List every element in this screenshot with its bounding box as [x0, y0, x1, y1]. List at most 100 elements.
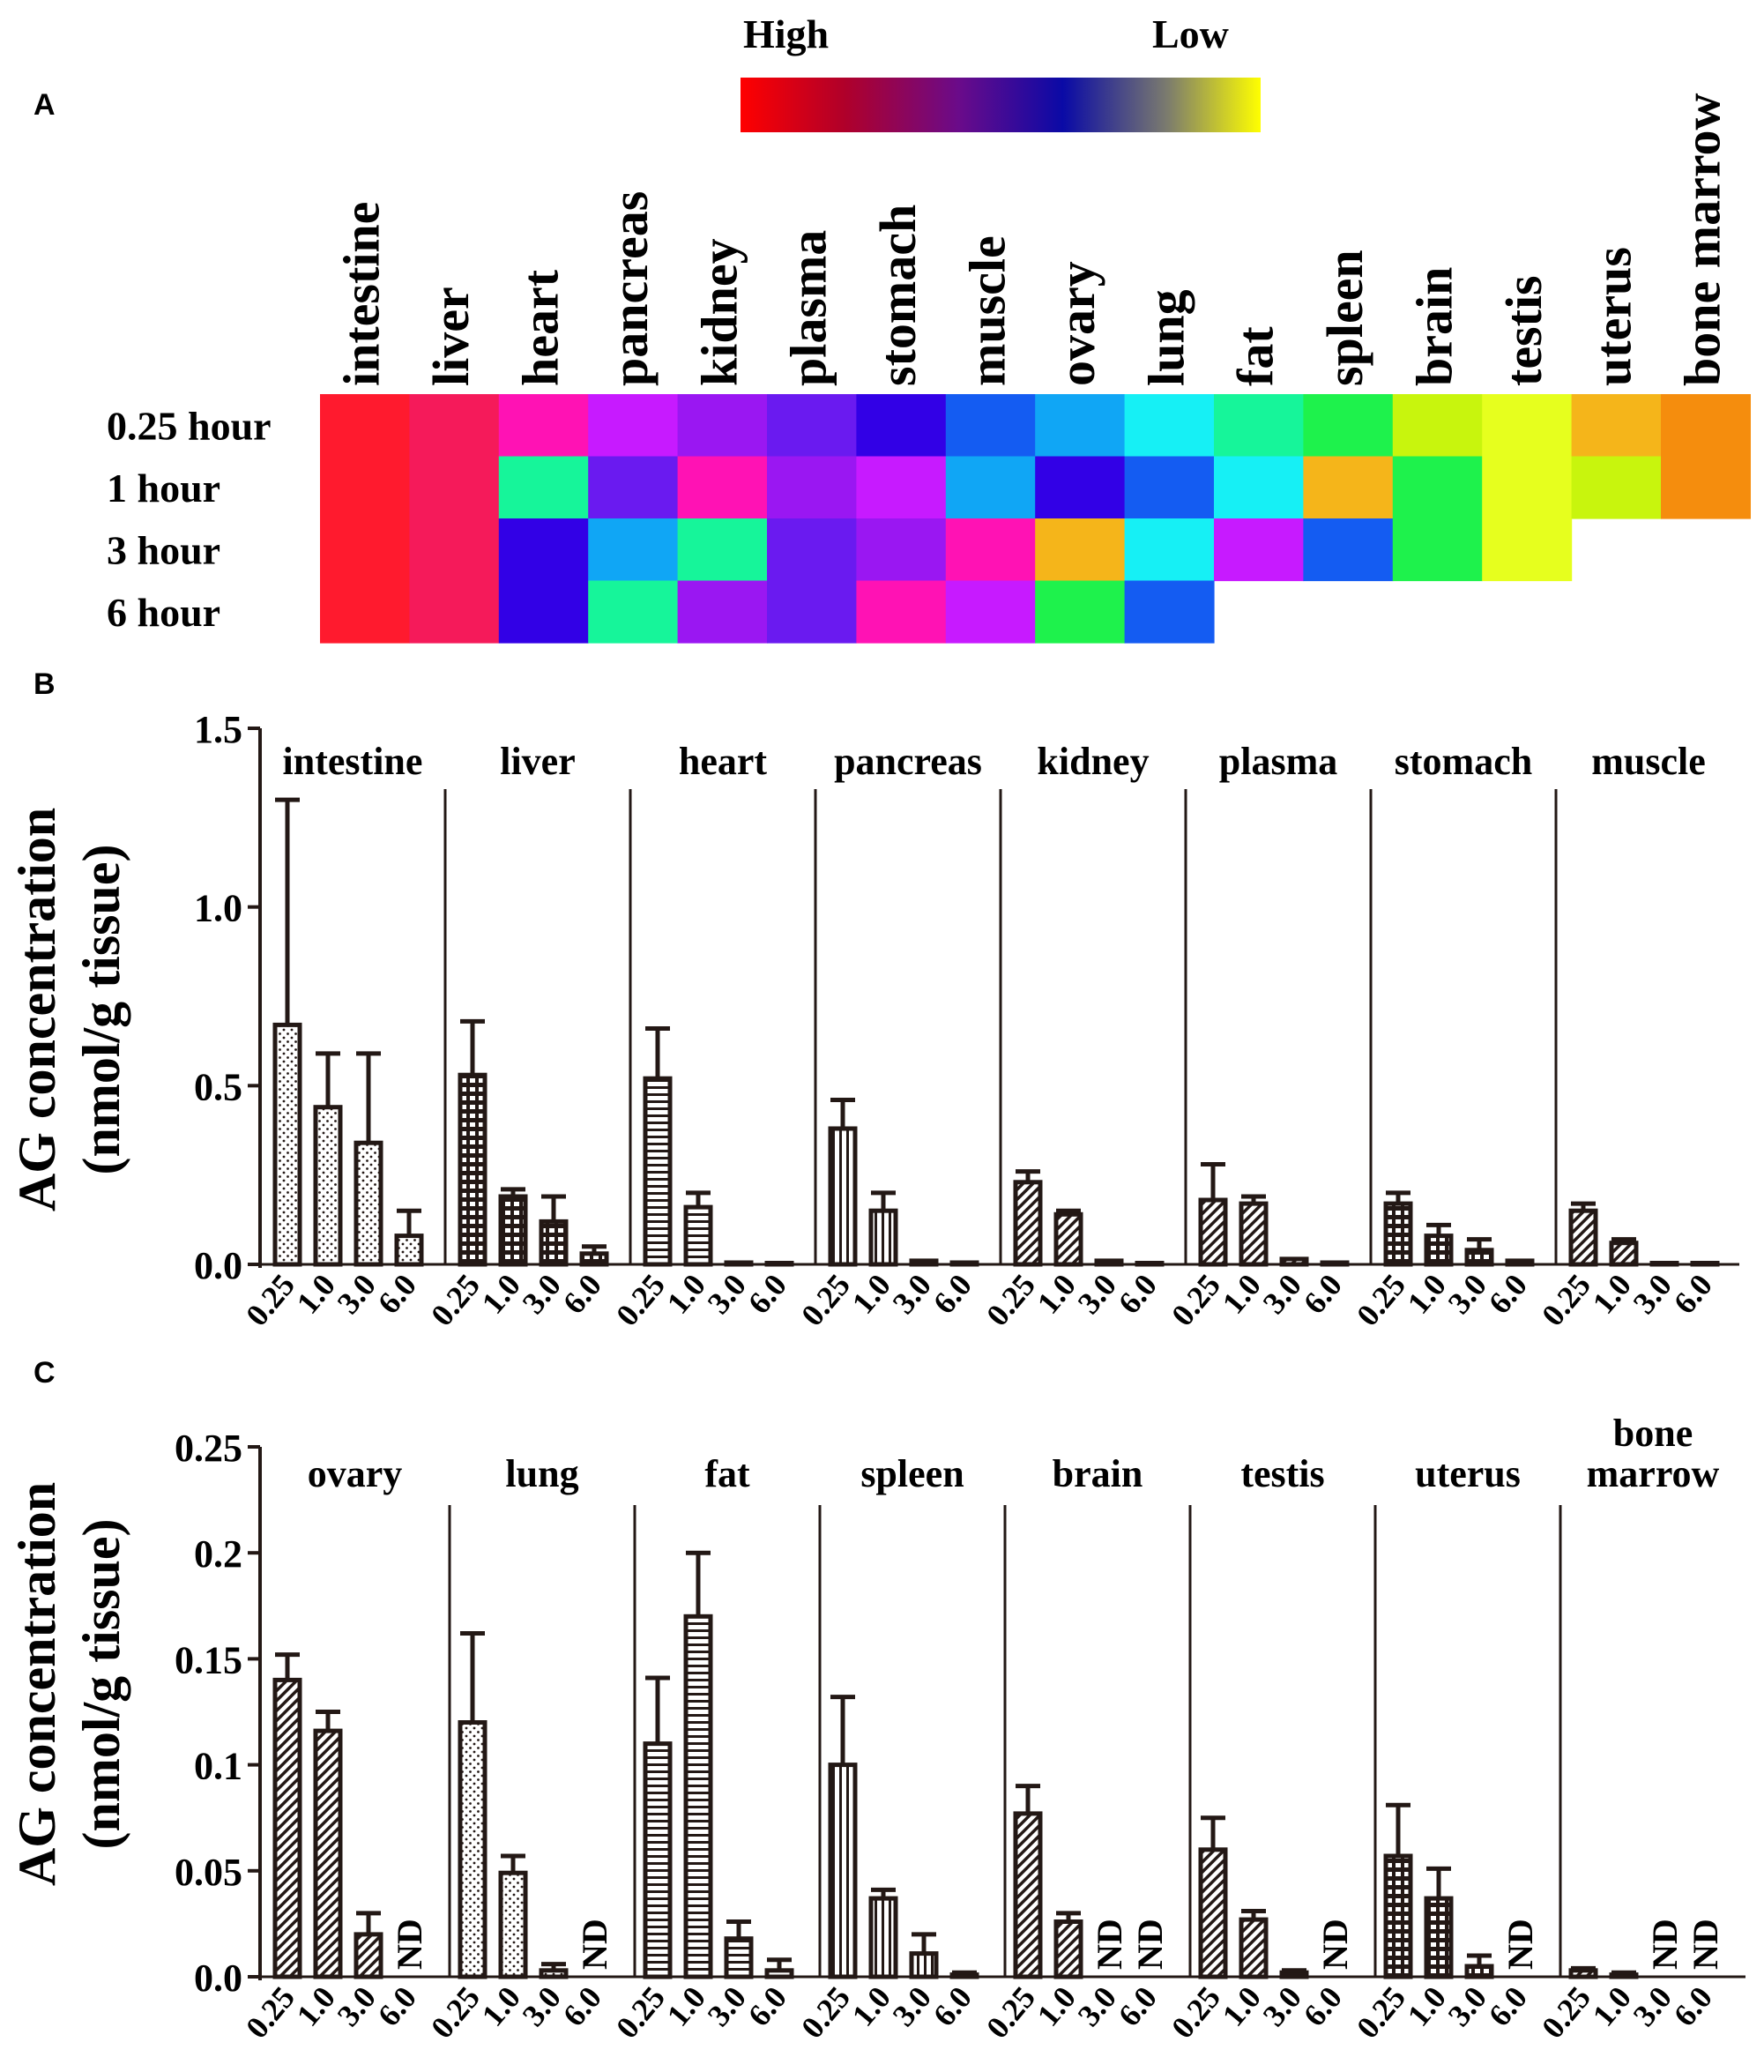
- heatmap-cell-1-hour-liver: [409, 456, 500, 519]
- bar-stomach-1_0: [1424, 1234, 1454, 1267]
- nd-label-testis-6_0: ND: [1315, 1919, 1355, 1970]
- heatmap-column-label-muscle: muscle: [959, 235, 1016, 386]
- bar-spleen-1_0: [868, 1896, 898, 1979]
- x-tick-label-lung-6_0: 6.0: [556, 1979, 609, 2032]
- heatmap-cell-1-hour-heart: [498, 456, 589, 519]
- heatmap-cell-3-hour-fat: [1214, 518, 1304, 582]
- heatmap-cell-1-hour-ovary: [1035, 456, 1126, 519]
- y-axis-title-b: AG concentration: [8, 808, 66, 1211]
- heatmap-column-label-pancreas: pancreas: [601, 191, 659, 386]
- bar-muscle-6_0: [1690, 1261, 1720, 1267]
- x-tick-label-uterus-6_0: 6.0: [1482, 1979, 1535, 2032]
- bar-intestine-0_25: [272, 1022, 302, 1267]
- heatmap-cell-0_25-hour-plasma: [767, 394, 857, 458]
- group-label-muscle: muscle: [1591, 740, 1706, 783]
- heatmap-cell-0_25-hour-pancreas: [588, 394, 679, 458]
- heatmap-cell-0_25-hour-brain: [1392, 394, 1483, 458]
- heatmap-cell-1-hour-plasma: [767, 456, 857, 519]
- y-tick-label-0_1: 0.1: [194, 1745, 242, 1788]
- group-label-bone-marrow: marrow: [1587, 1452, 1720, 1495]
- bar-stomach-6_0: [1505, 1258, 1535, 1267]
- bar-uterus-1_0: [1424, 1896, 1454, 1979]
- bar-heart-6_0: [764, 1261, 794, 1267]
- heatmap-cell-6-hour-intestine: [320, 580, 410, 644]
- x-tick-label-ovary-6_0: 6.0: [371, 1979, 424, 2032]
- panel-label-b: B: [33, 667, 56, 701]
- heatmap-cell-1-hour-uterus: [1571, 456, 1662, 519]
- group-label-ovary: ovary: [308, 1452, 403, 1495]
- heatmap-cell-0_25-hour-lung: [1124, 394, 1215, 458]
- bar-muscle-1_0: [1609, 1241, 1639, 1267]
- heatmap-cell-6-hour-stomach: [856, 580, 947, 644]
- bar-lung-0_25: [458, 1720, 488, 1979]
- y-tick-label-0_15: 0.15: [175, 1638, 242, 1681]
- group-label-spleen: spleen: [860, 1452, 964, 1495]
- heatmap-cell-1-hour-lung: [1124, 456, 1215, 519]
- heatmap-cell-0_25-hour-liver: [409, 394, 500, 458]
- bar-pancreas-1_0: [868, 1208, 898, 1267]
- x-tick-label-kidney-6_0: 6.0: [1112, 1267, 1165, 1320]
- bar-plasma-0_25: [1198, 1197, 1228, 1267]
- heatmap-cell-6-hour-muscle: [945, 580, 1036, 644]
- heatmap-cell-1-hour-testis: [1482, 456, 1573, 519]
- y-tick-label-0_2: 0.2: [194, 1532, 242, 1576]
- bar-brain-0_25: [1013, 1811, 1043, 1979]
- x-tick-label-pancreas-6_0: 6.0: [927, 1267, 979, 1320]
- bar-ovary-0_25: [272, 1677, 302, 1979]
- heatmap-cell-3-hour-brain: [1392, 518, 1483, 582]
- heatmap-cell-3-hour-heart: [498, 518, 589, 582]
- group-label-heart: heart: [679, 740, 768, 783]
- bar-bone-marrow-1_0: [1609, 1972, 1639, 1979]
- heatmap-cell-0_25-hour-bone-marrow: [1661, 394, 1751, 458]
- heatmap-cell-3-hour-ovary: [1035, 518, 1126, 582]
- bar-chart-c: AG concentration (nmol/g tissue) 0.0 0.05…: [8, 1412, 1745, 2045]
- heatmap-cell-0_25-hour-testis: [1482, 394, 1573, 458]
- bar-pancreas-3_0: [909, 1258, 939, 1267]
- bar-ovary-3_0: [354, 1932, 383, 1979]
- y-tick-label-0_0: 0.0: [194, 1956, 242, 2000]
- group-label-uterus: uterus: [1415, 1452, 1521, 1495]
- heatmap-column-label-fat: fat: [1227, 326, 1284, 386]
- group-label-fat: fat: [704, 1452, 750, 1495]
- x-tick-label-spleen-6_0: 6.0: [927, 1979, 979, 2032]
- heatmap-column-label-liver: liver: [422, 287, 480, 386]
- heatmap-cell-1-hour-kidney: [677, 456, 768, 519]
- heatmap-cell-1-hour-fat: [1214, 456, 1304, 519]
- bar-chart-b: AG concentration (nmol/g tissue) 0.0 0.5 1…: [8, 708, 1739, 1332]
- y-tick-label-0_0: 0.0: [194, 1244, 242, 1287]
- heatmap-cell-0_25-hour-heart: [498, 394, 589, 458]
- x-tick-label-stomach-6_0: 6.0: [1482, 1267, 1535, 1320]
- heatmap-cell-0_25-hour-fat: [1214, 394, 1304, 458]
- heatmap-row-label-3-hour: 3 hour: [107, 527, 220, 572]
- heatmap-cell-1-hour-brain: [1392, 456, 1483, 519]
- heatmap-column-label-ovary: ovary: [1048, 261, 1105, 386]
- bar-heart-1_0: [683, 1204, 713, 1267]
- heatmap-cell-0_25-hour-intestine: [320, 394, 410, 458]
- bar-bone-marrow-0_25: [1568, 1968, 1598, 1979]
- y-tick-label-1_0: 1.0: [194, 887, 242, 930]
- heatmap-cell-1-hour-stomach: [856, 456, 947, 519]
- heatmap-cell-3-hour-testis: [1482, 518, 1573, 582]
- heatmap-cell-3-hour-spleen: [1303, 518, 1394, 582]
- bar-uterus-3_0: [1464, 1964, 1494, 1979]
- heatmap-column-label-spleen: spleen: [1316, 250, 1373, 386]
- y-tick-label-0_05: 0.05: [175, 1851, 242, 1894]
- group-label-stomach: stomach: [1395, 740, 1532, 783]
- bar-plasma-6_0: [1320, 1260, 1350, 1267]
- scale-high-label: High: [743, 11, 829, 56]
- heatmap-cell-6-hour-liver: [409, 580, 500, 644]
- heatmap-cell-1-hour-muscle: [945, 456, 1036, 519]
- bar-spleen-0_25: [828, 1763, 858, 1979]
- heatmap: intestine liver heart pancreas kidney plasma s…: [107, 93, 1751, 644]
- nd-label-bone-marrow-6_0: ND: [1686, 1919, 1725, 1970]
- x-tick-label-fat-6_0: 6.0: [741, 1979, 794, 2032]
- bar-stomach-3_0: [1464, 1248, 1494, 1267]
- bar-heart-3_0: [724, 1260, 754, 1267]
- panel-label-a: A: [33, 88, 56, 122]
- y-axis-subtitle-b: (nmol/g tissue): [72, 845, 130, 1175]
- bar-kidney-6_0: [1135, 1261, 1165, 1267]
- y-axis-subtitle-c: (nmol/g tissue): [72, 1519, 130, 1850]
- heatmap-cell-3-hour-liver: [409, 518, 500, 582]
- bar-kidney-0_25: [1013, 1180, 1043, 1267]
